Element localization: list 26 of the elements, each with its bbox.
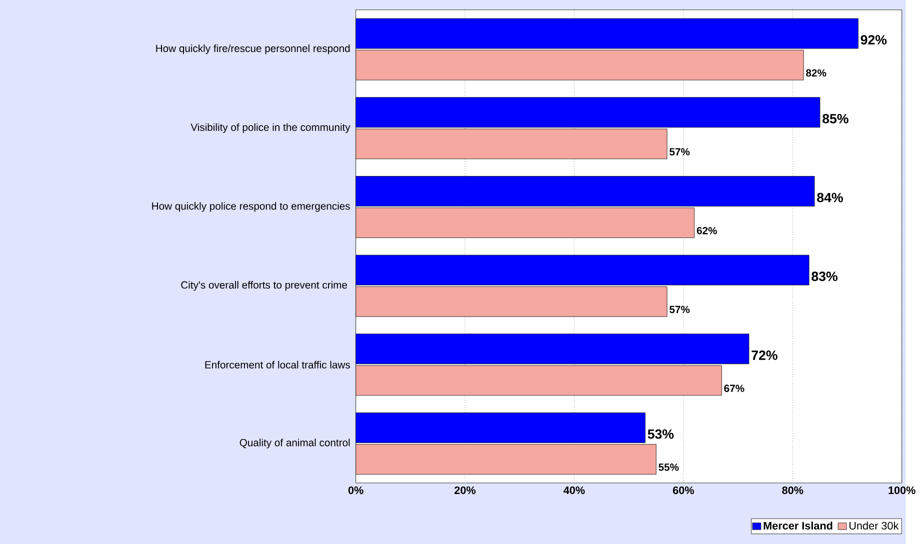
data-label: 84% — [817, 192, 843, 202]
x-tick-label: 60% — [672, 486, 694, 494]
x-tick-label: 100% — [888, 486, 916, 494]
data-label: 85% — [822, 114, 848, 124]
y-tick-label: City's overall efforts to prevent crime — [181, 280, 347, 291]
x-tick-label: 80% — [782, 486, 804, 494]
data-label: 82% — [806, 69, 826, 77]
x-tick-label: 40% — [564, 486, 585, 494]
y-tick-label: How quickly fire/rescue personnel respond — [156, 44, 350, 54]
y-tick-label: Visibility of police in the community — [190, 123, 350, 133]
y-tick-label: How quickly police respond to emergencies — [152, 202, 350, 212]
data-label: 62% — [696, 226, 717, 234]
data-label: 92% — [860, 35, 887, 44]
legend-label: Under 30k — [850, 522, 899, 530]
data-label: 57% — [670, 306, 690, 314]
legend-label: Mercer Island — [764, 522, 832, 530]
y-tick-label: Enforcement of local traffic laws — [205, 360, 350, 368]
data-label: 57% — [670, 148, 690, 156]
data-label: 67% — [724, 384, 744, 392]
data-label: 55% — [658, 464, 679, 471]
x-tick-label: 20% — [454, 486, 476, 494]
data-label: 72% — [752, 350, 778, 360]
y-tick-label: Quality of animal control — [240, 438, 350, 448]
x-tick-label: 0% — [348, 486, 364, 494]
data-label: 53% — [648, 429, 674, 439]
data-label: 83% — [812, 272, 838, 282]
